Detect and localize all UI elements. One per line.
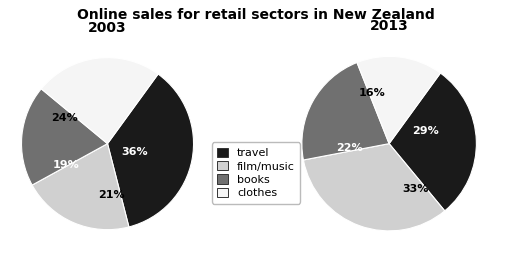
Wedge shape (357, 56, 440, 144)
Wedge shape (41, 58, 158, 144)
Text: 16%: 16% (358, 88, 385, 98)
Text: 22%: 22% (336, 143, 363, 153)
Wedge shape (32, 144, 129, 230)
Legend: travel, film/music, books, clothes: travel, film/music, books, clothes (211, 142, 301, 203)
Title: 2013: 2013 (370, 19, 409, 34)
Text: 19%: 19% (53, 160, 79, 170)
Text: 36%: 36% (122, 147, 148, 157)
Wedge shape (302, 63, 389, 160)
Wedge shape (304, 144, 445, 231)
Wedge shape (389, 73, 476, 211)
Text: Online sales for retail sectors in New Zealand: Online sales for retail sectors in New Z… (77, 8, 435, 22)
Text: 21%: 21% (98, 190, 125, 200)
Text: 29%: 29% (412, 126, 439, 136)
Wedge shape (22, 89, 108, 185)
Title: 2003: 2003 (88, 21, 127, 35)
Wedge shape (108, 74, 194, 227)
Text: 33%: 33% (402, 184, 429, 194)
Text: 24%: 24% (51, 113, 78, 123)
